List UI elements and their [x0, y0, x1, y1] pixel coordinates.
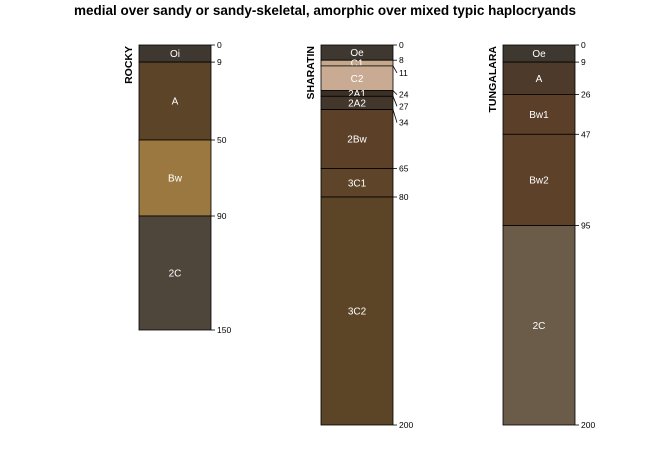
depth-tick: [392, 109, 398, 123]
depth-tick: [392, 65, 398, 74]
horizon-2c: [502, 225, 576, 426]
horizon-3c2: [320, 196, 394, 426]
horizon-bw: [138, 139, 212, 217]
depth-label: 50: [217, 135, 227, 145]
horizon-label: 2C: [169, 269, 182, 280]
profile-name: TUNGALARA: [487, 46, 499, 113]
depth-label: 9: [581, 57, 586, 67]
chart-title: medial over sandy or sandy-skeletal, amo…: [74, 3, 576, 18]
horizon-label: 2Bw: [347, 135, 367, 146]
horizon-label: A: [536, 74, 543, 85]
depth-label: 24: [399, 90, 409, 100]
depth-tick: [392, 96, 398, 107]
profile-name: ROCKY: [123, 46, 135, 84]
horizon-3c1: [320, 168, 394, 198]
horizon-a: [502, 61, 576, 95]
horizon-c2: [320, 65, 394, 92]
horizon-bw1: [502, 94, 576, 135]
depth-label: 34: [399, 118, 409, 128]
depth-tick: [392, 90, 398, 95]
horizon-label: Bw2: [529, 175, 549, 186]
depth-label: 65: [399, 164, 409, 174]
depth-label: 11: [399, 68, 408, 78]
horizon-2c: [138, 215, 212, 331]
horizon-label: C1: [351, 59, 364, 70]
depth-label: 80: [399, 192, 409, 202]
horizon-label: Oe: [350, 48, 364, 59]
depth-label: 150: [217, 325, 231, 335]
profile-name: SHARATIN: [305, 46, 317, 99]
depth-label: 0: [217, 40, 222, 50]
horizon-label: Oe: [532, 49, 546, 60]
horizon-bw2: [502, 133, 576, 226]
depth-label: 47: [581, 129, 591, 139]
depth-label: 95: [581, 221, 591, 231]
horizon-label: Bw1: [529, 110, 549, 121]
depth-label: 200: [399, 420, 413, 430]
horizon-label: Oi: [170, 49, 180, 60]
horizon-2bw: [320, 109, 394, 169]
horizon-label: 2C: [533, 321, 546, 332]
depth-label: 26: [581, 89, 591, 99]
depth-label: 8: [399, 55, 404, 65]
depth-label: 9: [217, 57, 222, 67]
depth-label: 200: [581, 420, 595, 430]
horizon-label: C2: [351, 74, 364, 85]
depth-label: 0: [581, 40, 586, 50]
horizon-label: A: [172, 97, 179, 108]
depth-label: 27: [399, 101, 409, 111]
horizon-label: 2A1: [348, 89, 366, 100]
horizon-label: Bw: [168, 174, 183, 185]
horizon-label: 3C1: [348, 178, 367, 189]
horizon-label: 3C2: [348, 307, 367, 318]
horizon-label: 2A2: [348, 98, 366, 109]
depth-label: 90: [217, 211, 227, 221]
horizon-a: [138, 61, 212, 141]
depth-label: 0: [399, 40, 404, 50]
